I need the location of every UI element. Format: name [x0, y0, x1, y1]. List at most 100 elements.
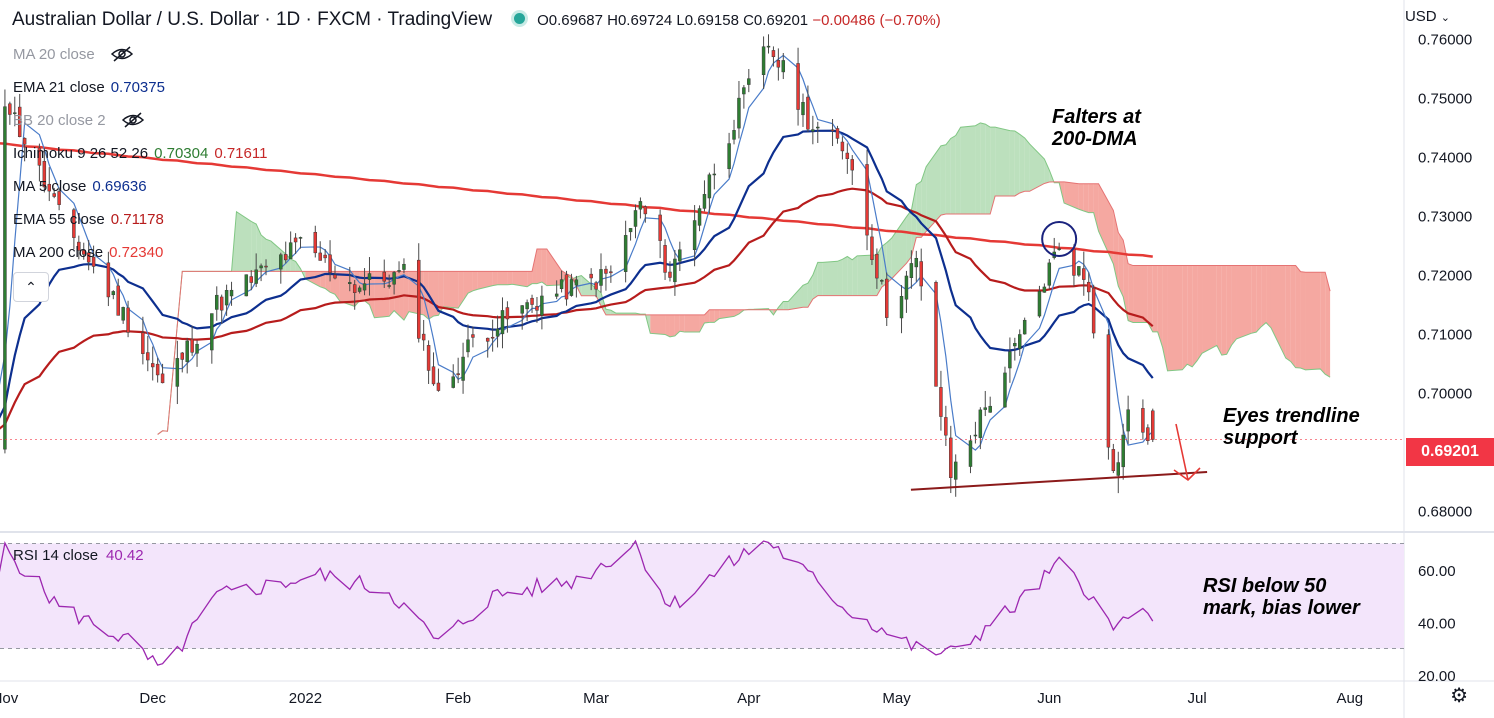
candle-bearish[interactable] — [382, 271, 386, 282]
candle-bullish[interactable] — [387, 285, 391, 287]
candle-bearish[interactable] — [564, 274, 569, 300]
eye-hidden-icon[interactable] — [110, 46, 133, 62]
candle-bullish[interactable] — [1022, 319, 1027, 335]
rsi-legend[interactable]: RSI 14 close 40.42 — [13, 547, 144, 564]
candle-bearish[interactable] — [806, 96, 810, 130]
candle-bullish[interactable] — [185, 340, 189, 362]
candle-bullish[interactable] — [1037, 291, 1042, 317]
candle-bearish[interactable] — [328, 254, 332, 273]
candle-bullish[interactable] — [244, 274, 249, 297]
candle-bullish[interactable] — [678, 249, 682, 262]
candle-bullish[interactable] — [569, 279, 574, 296]
candle-bullish[interactable] — [574, 279, 579, 286]
candle-bearish[interactable] — [116, 285, 120, 316]
candle-bullish[interactable] — [599, 269, 603, 286]
candle-bearish[interactable] — [426, 345, 431, 371]
candle-bearish[interactable] — [22, 137, 27, 145]
candle-bearish[interactable] — [934, 281, 938, 387]
candle-bearish[interactable] — [456, 373, 460, 376]
candle-bullish[interactable] — [367, 273, 372, 280]
candle-bullish[interactable] — [1077, 266, 1081, 276]
candle-bullish[interactable] — [540, 295, 544, 316]
candle-bullish[interactable] — [983, 407, 987, 410]
candle-bullish[interactable] — [451, 376, 455, 388]
candle-bearish[interactable] — [283, 254, 288, 261]
candle-bullish[interactable] — [623, 235, 628, 272]
candle-bearish[interactable] — [126, 307, 130, 333]
legend-bb[interactable]: BB 20 close 2 — [13, 112, 144, 130]
candle-bearish[interactable] — [609, 271, 613, 274]
candle-bullish[interactable] — [781, 60, 786, 73]
candle-bearish[interactable] — [333, 274, 337, 279]
candle-bearish[interactable] — [318, 252, 322, 261]
candle-bearish[interactable] — [850, 159, 854, 171]
candle-bullish[interactable] — [628, 228, 633, 233]
candle-bullish[interactable] — [195, 343, 199, 354]
candle-bearish[interactable] — [505, 307, 510, 320]
candle-bullish[interactable] — [904, 275, 909, 300]
candle-bearish[interactable] — [219, 296, 224, 311]
candle-bullish[interactable] — [1018, 334, 1022, 349]
candle-bearish[interactable] — [589, 273, 593, 279]
candle-bullish[interactable] — [816, 126, 820, 129]
candle-bearish[interactable] — [313, 231, 318, 254]
collapse-legend-button[interactable]: ⌃ — [13, 272, 49, 302]
candle-bearish[interactable] — [1072, 248, 1076, 276]
candle-bearish[interactable] — [865, 164, 869, 236]
candle-bullish[interactable] — [909, 263, 914, 278]
candle-bearish[interactable] — [870, 236, 874, 260]
candle-bullish[interactable] — [461, 356, 465, 381]
legend-ema55[interactable]: EMA 55 close 0.71178 — [13, 211, 164, 229]
candle-bullish[interactable] — [702, 194, 707, 209]
candle-bearish[interactable] — [293, 237, 298, 243]
candle-bullish[interactable] — [899, 296, 904, 319]
candle-bullish[interactable] — [525, 302, 529, 310]
candle-bullish[interactable] — [638, 201, 643, 210]
candle-bullish[interactable] — [495, 328, 500, 337]
candle-bullish[interactable] — [520, 305, 524, 314]
candle-bearish[interactable] — [17, 106, 22, 137]
candle-bullish[interactable] — [1121, 434, 1125, 468]
candle-bearish[interactable] — [845, 152, 850, 159]
candle-bearish[interactable] — [436, 382, 441, 391]
candle-bullish[interactable] — [259, 265, 263, 269]
candle-bearish[interactable] — [42, 161, 47, 188]
candle-bearish[interactable] — [72, 209, 76, 238]
candle-bullish[interactable] — [732, 130, 736, 140]
candle-bearish[interactable] — [776, 60, 781, 68]
candle-bearish[interactable] — [919, 261, 923, 287]
candle-bearish[interactable] — [594, 282, 598, 290]
candle-bullish[interactable] — [279, 254, 283, 270]
candle-bullish[interactable] — [288, 242, 293, 260]
candle-bullish[interactable] — [1126, 409, 1130, 432]
candle-bullish[interactable] — [1116, 462, 1121, 476]
candle-bullish[interactable] — [988, 405, 992, 413]
candle-bullish[interactable] — [402, 263, 406, 270]
candle-bearish[interactable] — [37, 147, 42, 166]
candle-bullish[interactable] — [111, 291, 116, 296]
candle-bearish[interactable] — [944, 417, 948, 436]
candle-bearish[interactable] — [668, 271, 672, 278]
candle-bullish[interactable] — [210, 313, 214, 351]
candle-bearish[interactable] — [431, 366, 436, 385]
candle-bullish[interactable] — [880, 280, 884, 282]
candle-bullish[interactable] — [968, 440, 973, 467]
candle-bullish[interactable] — [362, 283, 367, 291]
candle-bullish[interactable] — [224, 290, 229, 306]
candle-bearish[interactable] — [8, 103, 12, 115]
candle-bearish[interactable] — [150, 363, 155, 368]
candle-bearish[interactable] — [141, 332, 145, 354]
candle-bearish[interactable] — [471, 334, 475, 338]
candle-bearish[interactable] — [1082, 268, 1086, 280]
candle-bullish[interactable] — [633, 210, 638, 227]
candle-bullish[interactable] — [121, 307, 125, 321]
candle-bearish[interactable] — [82, 250, 86, 255]
candle-bearish[interactable] — [939, 387, 943, 417]
candle-bullish[interactable] — [466, 339, 470, 353]
candle-bearish[interactable] — [57, 191, 61, 205]
candle-bearish[interactable] — [1111, 449, 1116, 472]
symbol-title[interactable]: Australian Dollar / U.S. Dollar · 1D · F… — [12, 9, 493, 30]
candle-bearish[interactable] — [949, 437, 953, 478]
candle-bearish[interactable] — [1151, 410, 1155, 440]
candle-bullish[interactable] — [973, 434, 978, 437]
